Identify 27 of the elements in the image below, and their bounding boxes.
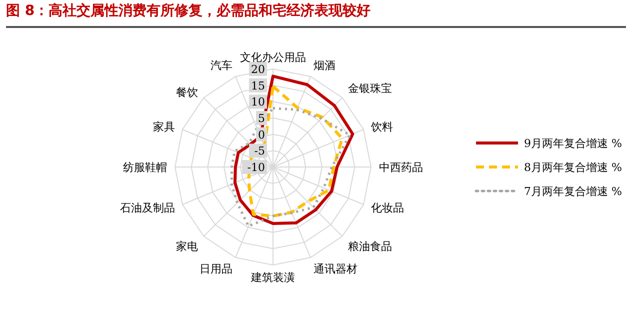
spoke-label: 家电	[176, 240, 198, 253]
y-tick-label: 0	[258, 128, 265, 142]
spoke-label: 粮油食品	[348, 240, 392, 253]
legend-label: 8月两年复合增速 %	[524, 160, 622, 174]
spoke-label: 石油及制品	[120, 201, 176, 214]
chart-title: 图 8：高社交属性消费有所修复，必需品和宅经济表现较好	[6, 2, 371, 20]
y-tick-label: -5	[254, 144, 265, 158]
spoke-label: 日用品	[199, 262, 232, 276]
spoke-label: 纺服鞋帽	[123, 160, 167, 174]
y-tick-label: 10	[251, 96, 265, 109]
spoke-label: 汽车	[210, 59, 232, 72]
legend-label: 7月两年复合增速 %	[524, 184, 622, 198]
spoke-label: 化妆品	[370, 201, 404, 214]
y-tick-label: -10	[247, 161, 265, 174]
spoke-label: 金银珠宝	[348, 82, 392, 96]
spoke-label: 家具	[153, 120, 176, 134]
legend-label: 9月两年复合增速 %	[524, 136, 622, 150]
y-tick-label: 5	[258, 112, 265, 125]
spoke-label: 中西药品	[379, 160, 423, 174]
spoke-label: 建筑装潢	[250, 270, 295, 284]
y-tick-label: 15	[251, 79, 265, 92]
spoke-label: 烟酒	[314, 59, 336, 72]
spoke-label: 餐饮	[176, 86, 198, 99]
spoke-label: 通讯器材	[314, 262, 358, 276]
spoke-label: 饮料	[370, 120, 393, 134]
y-tick-label: 20	[251, 63, 265, 76]
spoke-label: 文化办公用品	[240, 51, 306, 64]
